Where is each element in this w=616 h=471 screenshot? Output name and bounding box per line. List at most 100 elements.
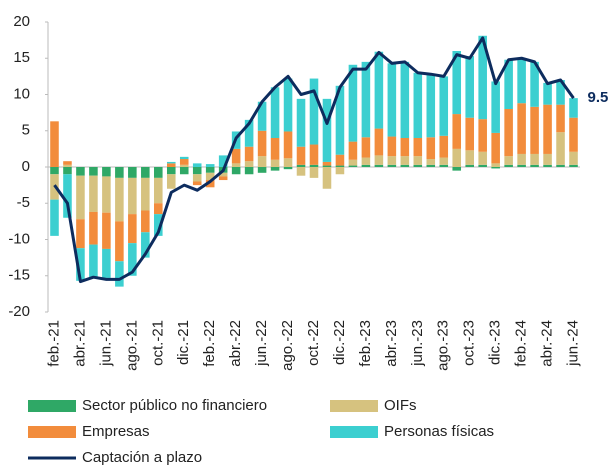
bar-segment bbox=[517, 103, 526, 154]
bar-segment bbox=[50, 121, 59, 167]
bar-segment bbox=[335, 165, 345, 167]
bar-segment bbox=[257, 130, 267, 157]
x-tick-label: ago.-22 bbox=[279, 320, 296, 371]
x-tick-label: jun.-22 bbox=[253, 320, 270, 367]
bar-segment bbox=[439, 164, 449, 167]
bar-segment bbox=[154, 167, 163, 178]
bar-segment bbox=[491, 163, 500, 167]
bar-segment bbox=[413, 138, 423, 157]
bar-segment bbox=[179, 156, 189, 160]
bar-segment bbox=[478, 151, 487, 165]
bar-segment bbox=[115, 177, 124, 222]
bar-segment bbox=[348, 165, 358, 167]
x-tick-label: feb.-24 bbox=[513, 320, 530, 367]
bar-segment bbox=[478, 164, 487, 167]
bar-segment bbox=[296, 164, 306, 167]
bar-segment bbox=[517, 153, 526, 165]
legend-swatch bbox=[330, 426, 378, 438]
bar-segment bbox=[296, 146, 306, 165]
bar-segment bbox=[426, 137, 436, 160]
bar-segment bbox=[569, 117, 578, 152]
bar-segment bbox=[102, 248, 111, 278]
bar-segment bbox=[348, 159, 358, 166]
legend-swatch bbox=[28, 426, 76, 438]
x-tick-label: feb.-21 bbox=[45, 320, 62, 367]
bar-segment bbox=[478, 35, 487, 120]
legend-label: Personas físicas bbox=[384, 423, 494, 440]
x-tick-label: abr.-21 bbox=[71, 320, 88, 367]
bar-segment bbox=[166, 161, 176, 164]
legend-label: Captación a plazo bbox=[82, 449, 202, 466]
y-tick-label: 20 bbox=[13, 13, 30, 30]
bar-segment bbox=[322, 161, 332, 166]
bar-segment bbox=[413, 164, 423, 167]
x-tick-label: ago.-21 bbox=[123, 320, 140, 371]
bar-segment bbox=[192, 181, 202, 186]
bar-segment bbox=[89, 211, 98, 245]
bar-segment bbox=[322, 167, 332, 189]
bar-segment bbox=[270, 159, 280, 167]
bar-segment bbox=[387, 63, 397, 137]
y-tick-label: -20 bbox=[8, 303, 30, 320]
bar-segment bbox=[439, 76, 449, 136]
bar-segment bbox=[322, 165, 332, 167]
x-tick-label: jun.-21 bbox=[97, 320, 114, 367]
bar-segment bbox=[296, 167, 306, 176]
bar-segment bbox=[530, 61, 539, 107]
bar-segment bbox=[205, 180, 215, 188]
bar-segment bbox=[400, 164, 410, 167]
bar-segment bbox=[374, 164, 384, 167]
bar-segment bbox=[335, 85, 345, 155]
bar-segment bbox=[452, 51, 462, 115]
x-tick-label: feb.-23 bbox=[357, 320, 374, 367]
bar-segment bbox=[491, 167, 500, 169]
bar-segment bbox=[556, 164, 565, 167]
bar-segment bbox=[102, 212, 111, 249]
y-tick-label: -10 bbox=[8, 230, 30, 247]
bar-segment bbox=[530, 106, 539, 154]
bar-segment bbox=[179, 164, 189, 167]
bar-segment bbox=[244, 119, 254, 147]
x-tick-label: feb.-22 bbox=[201, 320, 218, 367]
bar-segment bbox=[361, 164, 371, 167]
bar-segment bbox=[569, 164, 578, 167]
bar-segment bbox=[218, 155, 228, 167]
x-tick-label: oct.-23 bbox=[461, 320, 478, 366]
y-tick-label: 5 bbox=[22, 122, 30, 139]
bar-segment bbox=[465, 150, 474, 165]
bar-segment bbox=[244, 146, 254, 162]
x-tick-label: ago.-23 bbox=[435, 320, 452, 371]
bar-segment bbox=[141, 177, 150, 211]
bar-segment bbox=[89, 244, 98, 278]
bar-segment bbox=[309, 78, 319, 145]
bar-segment bbox=[413, 72, 423, 138]
bar-segment bbox=[491, 81, 500, 133]
bar-segment bbox=[76, 175, 85, 220]
bar-segment bbox=[426, 74, 436, 138]
bar-segment bbox=[179, 159, 189, 165]
bar-segment bbox=[556, 80, 565, 105]
bar-segment bbox=[128, 167, 137, 178]
x-tick-label: abr.-24 bbox=[539, 320, 556, 367]
bar-segment bbox=[76, 248, 85, 281]
bar-segment bbox=[257, 101, 267, 131]
legend-label: Empresas bbox=[82, 423, 150, 440]
bar-segment bbox=[374, 128, 384, 156]
bar-segment bbox=[231, 148, 241, 164]
x-tick-label: oct.-21 bbox=[149, 320, 166, 366]
bar-segment bbox=[141, 210, 150, 233]
legend-swatch bbox=[330, 400, 378, 412]
bar-segment bbox=[439, 135, 449, 158]
bar-segment bbox=[309, 164, 319, 167]
bar-segment bbox=[465, 164, 474, 167]
bar-segment bbox=[504, 156, 513, 165]
bar-segment bbox=[115, 167, 124, 178]
bar-segment bbox=[465, 117, 474, 151]
y-tick-label: 0 bbox=[22, 158, 30, 175]
bar-segment bbox=[556, 104, 565, 133]
bar-segment bbox=[128, 243, 137, 276]
legend-label: OIFs bbox=[384, 397, 417, 414]
y-tick-label: 10 bbox=[13, 85, 30, 102]
bar-segment bbox=[128, 214, 137, 244]
